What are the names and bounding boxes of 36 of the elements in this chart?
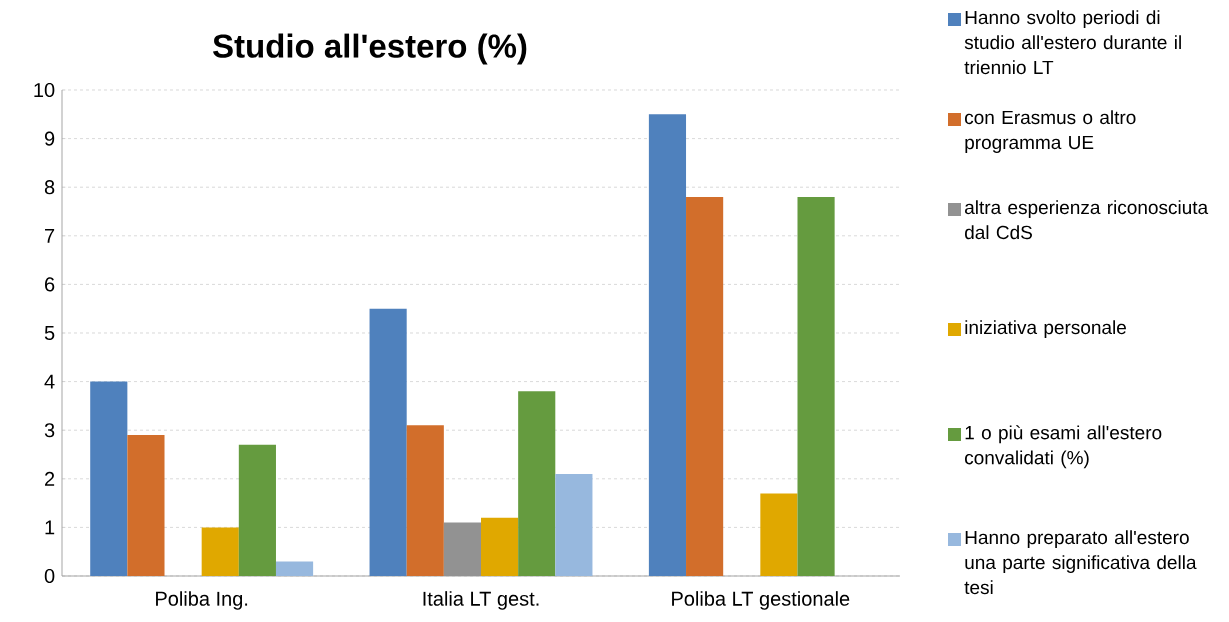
legend-label: Hanno svolto periodi di studio all'estero durante il triennio LT xyxy=(964,10,1181,75)
bar xyxy=(797,196,835,576)
bar xyxy=(648,114,687,576)
bar xyxy=(686,196,724,576)
bar xyxy=(127,435,165,576)
bar xyxy=(555,473,593,576)
bar xyxy=(518,391,556,576)
legend-label: Hanno preparato all'estero una parte significativa della tesi xyxy=(964,530,1197,595)
y-tick-label: 8 xyxy=(44,180,55,195)
bar xyxy=(238,444,276,576)
y-tick-label: 10 xyxy=(34,82,55,98)
y-tick-label: 3 xyxy=(44,423,55,438)
legend-label: iniziativa personale xyxy=(965,320,1126,338)
y-tick-label: 5 xyxy=(44,326,55,340)
y-tick-label: 9 xyxy=(44,131,55,146)
y-tick-label: 4 xyxy=(44,374,55,389)
bar xyxy=(443,522,481,576)
bar xyxy=(406,425,444,576)
legend-label: 1 o più esami all'estero convalidati (%) xyxy=(965,425,1162,469)
legend-label: altra esperienza riconosciuta dal CdS xyxy=(965,200,1209,240)
x-tick-label: Italia LT gest. xyxy=(423,591,539,610)
y-tick-label: 2 xyxy=(45,471,55,486)
bar xyxy=(481,517,519,576)
bar xyxy=(369,308,407,576)
bar xyxy=(201,527,239,576)
x-tick-label: Poliba Ing. xyxy=(156,591,248,610)
bar xyxy=(275,561,314,576)
bar xyxy=(760,493,798,576)
y-tick-label: 7 xyxy=(45,228,55,243)
y-tick-label: 0 xyxy=(44,568,55,584)
y-tick-label: 1 xyxy=(45,520,55,535)
chart-title: Studio all'estero (%) xyxy=(213,33,527,65)
legend-label: con Erasmus o altro programma UE xyxy=(965,110,1136,153)
y-tick-label: 6 xyxy=(45,277,55,292)
bar xyxy=(90,381,128,576)
x-tick-label: Poliba LT gestionale xyxy=(672,591,850,610)
